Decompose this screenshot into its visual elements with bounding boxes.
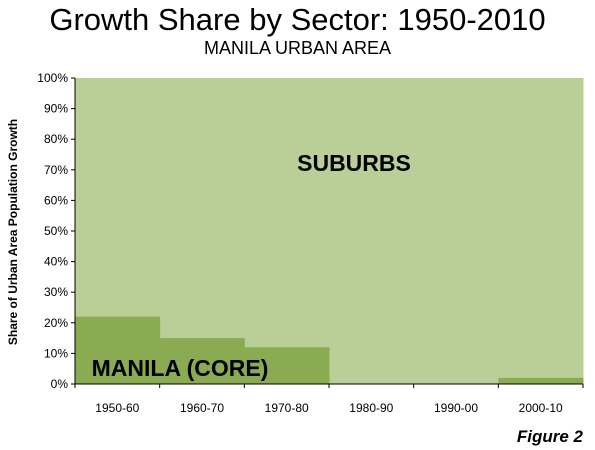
- suburbs-segment-1970-80: [244, 78, 330, 348]
- y-tick-label: 20%: [44, 316, 68, 330]
- suburbs-segment-1980-90: [329, 78, 415, 384]
- y-tick-label: 100%: [37, 71, 68, 85]
- suburbs-segment-2000-10: [498, 78, 584, 378]
- suburbs-segment-1990-00: [413, 78, 499, 384]
- figure-label: Figure 2: [516, 427, 583, 446]
- y-tick-label: 70%: [44, 163, 68, 177]
- x-tick-label: 1990-00: [434, 401, 478, 415]
- x-tick-label: 1960-70: [180, 401, 224, 415]
- y-tick-label: 60%: [44, 193, 68, 207]
- x-tick-label: 1980-90: [349, 401, 393, 415]
- y-tick-label: 90%: [44, 102, 68, 116]
- x-tick-label: 2000-10: [519, 401, 563, 415]
- y-tick-label: 50%: [44, 224, 68, 238]
- core-segment-1970-80: [244, 347, 330, 384]
- y-axis-title: Share of Urban Area Population Growth: [6, 119, 20, 345]
- suburbs-segment-1950-60: [75, 78, 161, 317]
- chart-subtitle: MANILA URBAN AREA: [203, 38, 392, 58]
- y-tick-label: 10%: [44, 346, 68, 360]
- series-label-suburbs: SUBURBS: [297, 150, 411, 176]
- chart-title: Growth Share by Sector: 1950-2010: [49, 2, 546, 37]
- y-tick-label: 80%: [44, 132, 68, 146]
- suburbs-segment-1960-70: [159, 78, 245, 339]
- x-tick-label: 1950-60: [95, 401, 139, 415]
- y-tick-label: 0%: [51, 377, 69, 391]
- core-segment-1950-60: [75, 316, 161, 384]
- series-label-core: MANILA (CORE): [92, 355, 269, 381]
- y-tick-label: 40%: [44, 255, 68, 269]
- core-segment-2000-10: [498, 377, 584, 384]
- core-segment-1960-70: [159, 338, 245, 384]
- y-tick-label: 30%: [44, 285, 68, 299]
- x-tick-label: 1970-80: [265, 401, 309, 415]
